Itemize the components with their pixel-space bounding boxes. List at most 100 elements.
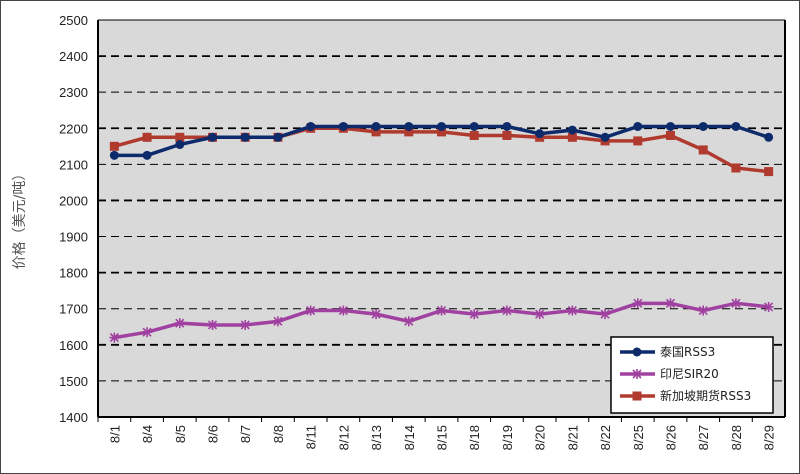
data-point xyxy=(666,121,675,131)
data-point xyxy=(567,132,577,142)
x-tick-label: 8/5 xyxy=(173,425,188,443)
legend-label: 泰国RSS3 xyxy=(660,345,715,359)
x-tick-label: 8/4 xyxy=(140,425,155,443)
legend-label: 新加坡期货RSS3 xyxy=(660,388,751,403)
data-point xyxy=(632,347,642,357)
data-point xyxy=(109,141,119,151)
data-point xyxy=(175,140,185,150)
data-point xyxy=(371,309,382,320)
data-point xyxy=(567,125,577,135)
data-point xyxy=(404,121,414,131)
series-lines xyxy=(109,121,774,343)
x-tick-label: 8/15 xyxy=(435,425,450,450)
x-tick-label: 8/29 xyxy=(762,425,777,450)
data-point xyxy=(208,132,217,142)
data-point xyxy=(174,318,185,329)
data-point xyxy=(273,132,283,142)
legend-item: 泰国RSS3 xyxy=(620,345,715,359)
data-point xyxy=(436,305,447,316)
data-point xyxy=(632,369,642,379)
x-tick-label: 8/8 xyxy=(271,425,286,443)
data-point xyxy=(633,136,643,146)
data-point xyxy=(665,298,676,309)
data-point xyxy=(502,121,512,131)
data-point xyxy=(469,121,479,131)
data-point xyxy=(469,130,479,140)
data-point xyxy=(666,130,675,140)
data-point xyxy=(142,132,152,142)
data-point xyxy=(763,301,774,312)
data-point xyxy=(240,319,251,330)
data-point xyxy=(535,129,545,139)
x-tick-label: 8/6 xyxy=(206,425,221,443)
data-point xyxy=(272,316,283,327)
x-tick-label: 8/22 xyxy=(598,425,613,450)
data-point xyxy=(207,319,218,330)
data-point xyxy=(534,309,545,320)
data-point xyxy=(632,298,643,309)
data-point xyxy=(338,121,348,131)
x-tick-label: 8/25 xyxy=(631,425,646,450)
x-tick-label: 8/18 xyxy=(467,425,482,450)
data-point xyxy=(305,305,316,316)
data-point xyxy=(109,332,120,343)
data-point xyxy=(175,132,185,142)
data-point xyxy=(764,167,774,177)
data-point xyxy=(338,305,349,316)
x-tick-label: 8/26 xyxy=(664,425,679,450)
data-point xyxy=(142,327,153,338)
data-point xyxy=(501,305,512,316)
y-tick-label: 2500 xyxy=(59,13,88,28)
y-tick-label: 1400 xyxy=(59,410,88,425)
x-tick-label: 8/19 xyxy=(500,425,515,450)
legend-item: 新加坡期货RSS3 xyxy=(620,388,751,403)
x-tick-label: 8/13 xyxy=(369,425,384,450)
data-point xyxy=(730,298,741,309)
y-tick-label: 1800 xyxy=(59,266,88,281)
data-point xyxy=(600,132,610,142)
data-point xyxy=(698,305,709,316)
x-tick-label: 8/28 xyxy=(729,425,744,450)
x-tick-label: 8/21 xyxy=(565,425,580,450)
data-point xyxy=(437,127,446,137)
y-tick-label: 2200 xyxy=(59,121,88,136)
data-point xyxy=(306,121,316,131)
data-point xyxy=(404,127,414,137)
series-star xyxy=(109,298,774,343)
y-tick-labels: 1400 1500 1600 1700 1800 1900 2000 2100 2200 2300… xyxy=(59,13,88,425)
data-point xyxy=(567,305,578,316)
data-point xyxy=(731,121,741,131)
data-point xyxy=(600,309,611,320)
x-tick-label: 8/20 xyxy=(533,425,548,450)
y-tick-label: 1500 xyxy=(59,374,88,389)
data-point xyxy=(142,150,152,160)
x-tick-label: 8/27 xyxy=(696,425,711,450)
y-tick-label: 1700 xyxy=(59,302,88,317)
data-point xyxy=(633,121,643,131)
data-point xyxy=(632,391,642,401)
data-point xyxy=(403,316,414,327)
legend: 泰国RSS3 印尼SIR20 新加坡期货RSS3 xyxy=(610,336,774,414)
x-tick-label: 8/7 xyxy=(238,425,253,443)
data-point xyxy=(698,145,708,155)
x-tick-label: 8/12 xyxy=(336,425,351,450)
y-tick-label: 1600 xyxy=(59,338,88,353)
data-point xyxy=(371,121,381,131)
data-point xyxy=(731,163,741,173)
data-point xyxy=(109,150,119,160)
y-tick-label: 1900 xyxy=(59,230,88,245)
y-tick-label: 2300 xyxy=(59,85,88,100)
series-circle xyxy=(109,121,774,160)
x-tick-label: 8/11 xyxy=(304,425,319,449)
legend-item: 印尼SIR20 xyxy=(620,367,719,381)
data-point xyxy=(764,132,774,142)
x-tick-label: 8/1 xyxy=(107,425,122,443)
data-point xyxy=(502,130,512,140)
y-tick-label: 2400 xyxy=(59,49,88,64)
legend-label: 印尼SIR20 xyxy=(660,367,719,381)
data-point xyxy=(371,127,381,137)
data-point xyxy=(437,121,446,131)
y-tick-label: 2000 xyxy=(59,193,88,208)
data-point xyxy=(240,132,250,142)
